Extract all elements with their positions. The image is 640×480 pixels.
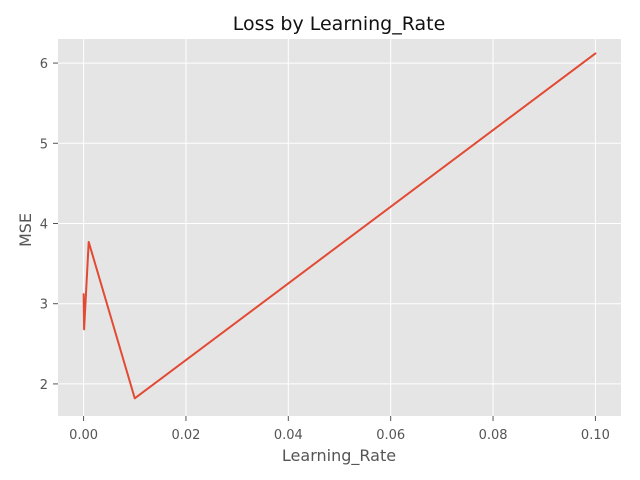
plot-area [58, 39, 621, 416]
x-axis-ticks: 0.00 0.02 0.04 0.06 0.08 0.10 [69, 416, 610, 443]
series-line-group [82, 52, 597, 400]
y-axis-label: MSE [16, 213, 35, 247]
chart-title: Loss by Learning_Rate [233, 13, 446, 35]
x-axis-label: Learning_Rate [282, 446, 396, 466]
y-tick-label: 2 [40, 378, 48, 393]
gridlines [58, 39, 621, 416]
series-line [82, 52, 597, 400]
y-tick-label: 6 [40, 57, 48, 72]
x-tick-label: 0.08 [479, 428, 508, 443]
y-axis-ticks: 2 3 4 5 6 [40, 57, 58, 393]
plot-background-group [58, 39, 621, 416]
x-tick-label: 0.06 [376, 428, 405, 443]
x-tick-label: 0.10 [581, 428, 610, 443]
x-tick-label: 0.02 [171, 428, 200, 443]
x-tick-label: 0.00 [69, 428, 98, 443]
y-tick-label: 3 [40, 298, 48, 313]
y-tick-label: 5 [40, 137, 48, 152]
x-tick-label: 0.04 [274, 428, 303, 443]
y-tick-label: 4 [40, 217, 48, 232]
